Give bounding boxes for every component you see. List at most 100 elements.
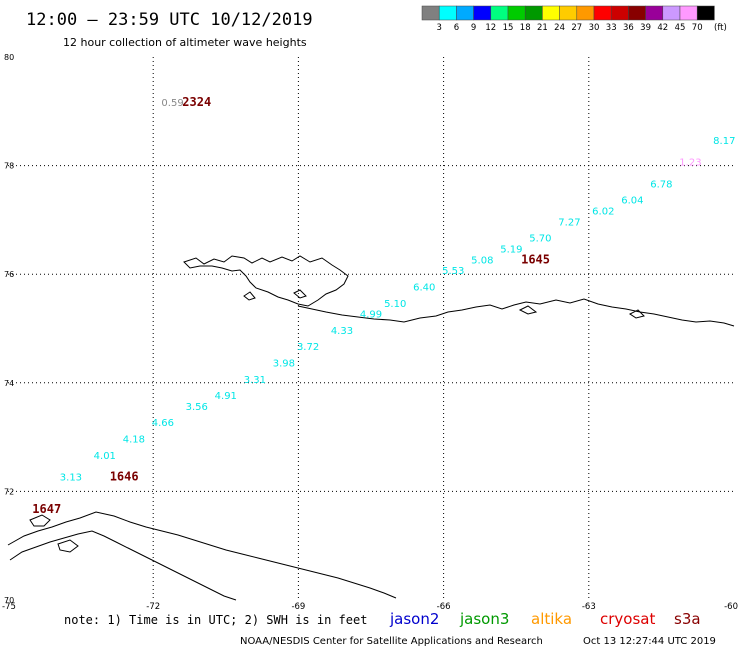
legend-label: 36 (623, 23, 634, 33)
swh-value: 4.66 (152, 418, 174, 429)
legend-label: 12 (485, 23, 496, 33)
legend-swatch (662, 5, 681, 21)
legend-swatch (679, 5, 698, 21)
swh-value: 3.98 (273, 359, 295, 370)
swh-value: 5.53 (442, 266, 464, 277)
coastline-fragment-4 (629, 309, 645, 319)
swh-value: 6.02 (592, 206, 614, 217)
swh-value: 4.18 (123, 435, 145, 446)
pass-time-label: 1646 (110, 470, 139, 484)
legend-label: 30 (589, 23, 600, 33)
legend-swatch (524, 5, 543, 21)
satellite-name: jason2 (389, 610, 439, 628)
legend-swatch (421, 5, 440, 21)
swh-value: 5.19 (500, 244, 522, 255)
legend-swatch (542, 5, 560, 21)
legend-label: 9 (471, 23, 476, 33)
legend-label: 70 (692, 23, 703, 33)
swh-value: 4.99 (360, 310, 382, 321)
color-scale-legend: 3 6 9 12 15 18 21 24 27 30 33 36 39 42 45 70 (ft) (421, 5, 727, 33)
legend-label: 21 (537, 23, 548, 33)
swh-value: 3.72 (297, 342, 319, 353)
lat-tick-label: 72 (4, 487, 14, 496)
coastline-island-1 (29, 514, 51, 527)
legend-swatch (456, 5, 474, 21)
lat-tick-label: 70 (4, 596, 14, 605)
legend-label: 18 (520, 23, 531, 33)
lat-tick-label: 76 (4, 270, 14, 279)
pass-time-label: 1647 (32, 502, 61, 516)
lon-tick-label: -72 (146, 602, 160, 612)
footer-note: note: 1) Time is in UTC; 2) SWH is in fe… (64, 613, 367, 627)
legend-swatch (593, 5, 612, 21)
footer-timestamp: Oct 13 12:27:44 UTC 2019 (583, 636, 716, 647)
map-title: 12:00 – 23:59 UTC 10/12/2019 (26, 10, 313, 30)
lon-tick-label: -69 (291, 602, 305, 612)
lon-tick-label: -63 (582, 602, 596, 612)
pass-time-label: 2324 (182, 95, 211, 109)
satellite-name: cryosat (600, 610, 655, 628)
legend-label: 15 (503, 23, 514, 33)
coastline-fragment-3 (518, 305, 538, 315)
swh-value: 4.01 (94, 451, 116, 462)
coastline-baffin (7, 511, 397, 599)
coastline-fragment-2 (243, 291, 256, 301)
swh-value: 6.04 (621, 196, 643, 207)
swh-value: 3.13 (60, 473, 82, 484)
lat-lon-grid (8, 57, 734, 600)
swh-value: 7.27 (558, 217, 580, 228)
swh-value: 4.33 (331, 326, 353, 337)
lon-tick-label: -60 (724, 602, 738, 612)
coastline-greenland-north (183, 255, 349, 307)
legend-label: 33 (606, 23, 617, 33)
legend-label: 6 (454, 23, 459, 33)
swh-value: 5.08 (471, 255, 493, 266)
legend-swatch (628, 5, 646, 21)
legend-swatch (610, 5, 629, 21)
coastline (7, 255, 735, 601)
satellite-legend: jason2 jason3 altika cryosat s3a (389, 610, 701, 628)
lat-tick-label: 74 (4, 379, 14, 388)
coastline-fragment-1 (293, 289, 307, 299)
legend-swatch (696, 5, 715, 21)
legend-label: 24 (554, 23, 565, 33)
swh-value: 5.10 (384, 299, 406, 310)
legend-label: 3 (436, 23, 441, 33)
lon-tick-label: -75 (2, 602, 16, 612)
legend-unit: (ft) (714, 23, 727, 33)
legend-swatch (438, 5, 457, 21)
coastline-island-2 (57, 539, 79, 553)
swh-value: 6.78 (650, 179, 672, 190)
coastline-greenland-shore (297, 298, 735, 327)
swh-value: 6.40 (413, 282, 435, 293)
lat-tick-label: 80 (4, 53, 14, 62)
swh-value: 5.70 (529, 234, 551, 245)
swh-value: 8.17 (713, 136, 735, 147)
lon-tick-label: -66 (437, 602, 451, 612)
legend-swatch (490, 5, 509, 21)
legend-swatch (473, 5, 492, 21)
swh-value-other: 0.59 (161, 98, 183, 109)
legend-label: 42 (657, 23, 668, 33)
legend-swatch (559, 5, 578, 21)
footer-credit: NOAA/NESDIS Center for Satellite Applica… (240, 636, 543, 647)
legend-swatch (576, 5, 595, 21)
legend-label: 39 (640, 23, 651, 33)
map-subtitle: 12 hour collection of altimeter wave hei… (63, 36, 307, 49)
satellite-name: s3a (674, 610, 701, 628)
axis-labels: 80 78 76 74 72 70-75 -72 -69 -66 -63 -60 (2, 53, 738, 612)
swh-value: 3.56 (186, 402, 208, 413)
legend-label: 27 (571, 23, 582, 33)
legend-swatch (645, 5, 664, 21)
satellite-name: altika (531, 610, 572, 628)
satellite-name: jason3 (459, 610, 509, 628)
legend-swatch (507, 5, 526, 21)
legend-label: 45 (675, 23, 686, 33)
lat-tick-label: 78 (4, 162, 14, 171)
coastline-baffin-inner (9, 530, 237, 601)
swh-value: 4.91 (215, 391, 237, 402)
altimeter-overlay: 3.13 4.01 4.18 4.66 3.56 4.91 3.31 3.983.72 4.33… (32, 95, 735, 516)
swh-value-other: 1.23 (679, 158, 701, 169)
